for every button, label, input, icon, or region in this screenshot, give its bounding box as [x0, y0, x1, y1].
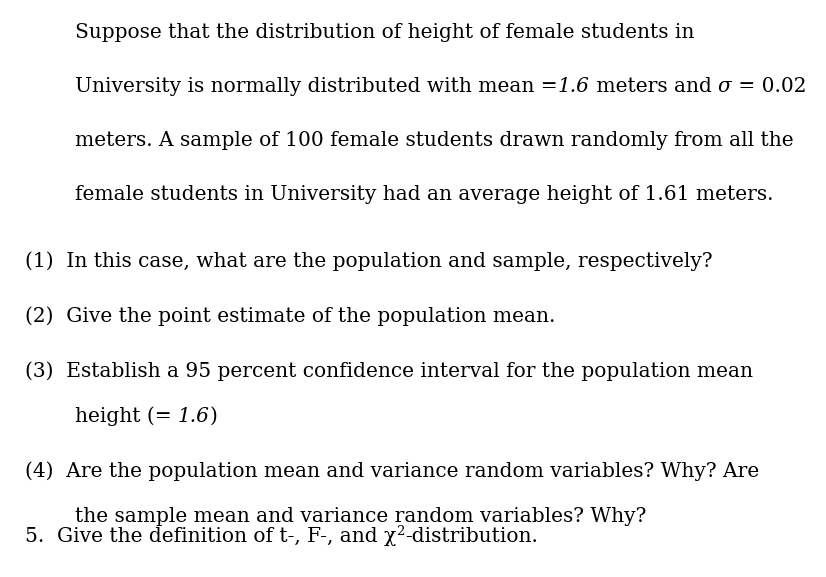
- Text: (2)  Give the point estimate of the population mean.: (2) Give the point estimate of the popul…: [25, 306, 555, 326]
- Text: meters and: meters and: [590, 77, 718, 96]
- Text: the sample mean and variance random variables? Why?: the sample mean and variance random vari…: [75, 507, 647, 526]
- Text: meters. A sample of 100 female students drawn randomly from all the: meters. A sample of 100 female students …: [75, 131, 794, 150]
- Text: ): ): [210, 407, 218, 426]
- Text: female students in University had an average height of 1.61 meters.: female students in University had an ave…: [75, 185, 773, 204]
- Text: height (=: height (=: [75, 406, 178, 426]
- Text: -distribution.: -distribution.: [405, 527, 538, 546]
- Text: University is normally distributed with mean =: University is normally distributed with …: [75, 77, 558, 96]
- Text: (4)  Are the population mean and variance random variables? Why? Are: (4) Are the population mean and variance…: [25, 462, 759, 481]
- Text: (1)  In this case, what are the population and sample, respectively?: (1) In this case, what are the populatio…: [25, 252, 713, 271]
- Text: 5.  Give the definition of t-, F-, and χ: 5. Give the definition of t-, F-, and χ: [25, 527, 396, 546]
- Text: Suppose that the distribution of height of female students in: Suppose that the distribution of height …: [75, 23, 695, 42]
- Text: 1.6: 1.6: [178, 407, 210, 426]
- Text: 1.6: 1.6: [558, 77, 590, 96]
- Text: σ: σ: [718, 77, 732, 96]
- Text: = 0.02: = 0.02: [732, 77, 806, 96]
- Text: 2: 2: [396, 524, 405, 538]
- Text: (3)  Establish a 95 percent confidence interval for the population mean: (3) Establish a 95 percent confidence in…: [25, 361, 753, 381]
